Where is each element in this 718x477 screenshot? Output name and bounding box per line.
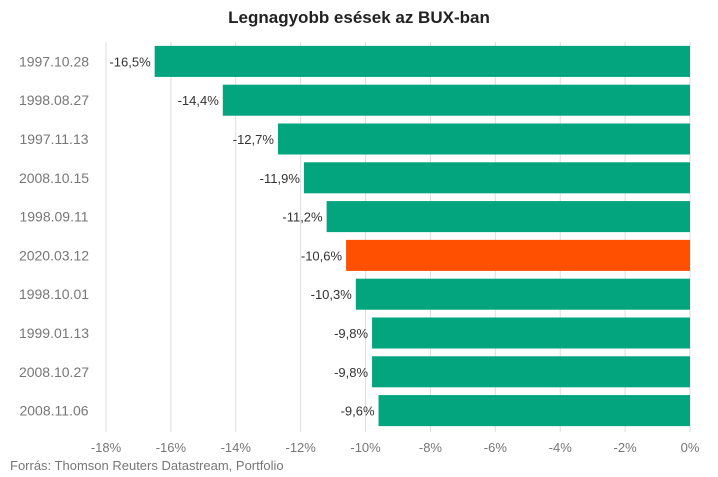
value-label: -10,6% [301,248,343,263]
x-tick-label: 0% [681,440,700,455]
bars [154,45,691,427]
category-label: 2008.10.15 [19,170,89,186]
category-label: 1998.10.01 [19,286,89,302]
category-label: 1997.11.13 [19,131,88,147]
value-label: -9,8% [334,326,368,341]
category-label: 2008.11.06 [19,403,88,419]
category-label: 1998.09.11 [19,209,88,225]
bar [277,123,690,155]
bar [303,162,690,194]
x-tick-label: -10% [350,440,381,455]
bar [154,45,690,77]
value-label: -9,8% [334,365,368,380]
x-tick-label: -18% [91,440,122,455]
x-tick-label: -14% [221,440,252,455]
value-label: -12,7% [233,132,275,147]
value-label: -10,3% [311,287,353,302]
x-tick-label: -2% [614,440,638,455]
category-label: 2020.03.12 [19,247,89,263]
x-tick-label: -4% [549,440,573,455]
bar [378,395,690,427]
category-label: 1999.01.13 [19,325,89,341]
chart-title: Legnagyobb esések az BUX-ban [228,8,490,27]
value-label: -11,2% [282,210,323,225]
source-note: Forrás: Thomson Reuters Datastream, Port… [10,458,284,473]
labels: -18% -16% -14% -12% -10% -8% -6% -4% -2% 0% 1997.1… [19,53,700,455]
bar [346,239,690,271]
value-label: -9,6% [341,404,375,419]
x-tick-label: -8% [419,440,443,455]
bar [222,84,691,116]
bar [372,317,690,349]
value-label: -16,5% [109,54,151,69]
value-label: -11,9% [260,171,301,186]
category-label: 2008.10.27 [19,364,89,380]
x-tick-label: -6% [484,440,508,455]
x-tick-label: -16% [156,440,187,455]
bar [326,201,690,233]
bar [355,278,690,310]
category-label: 1998.08.27 [19,92,89,108]
bar [372,356,690,388]
x-tick-label: -12% [285,440,316,455]
category-label: 1997.10.28 [19,53,89,69]
value-label: -14,4% [178,93,220,108]
